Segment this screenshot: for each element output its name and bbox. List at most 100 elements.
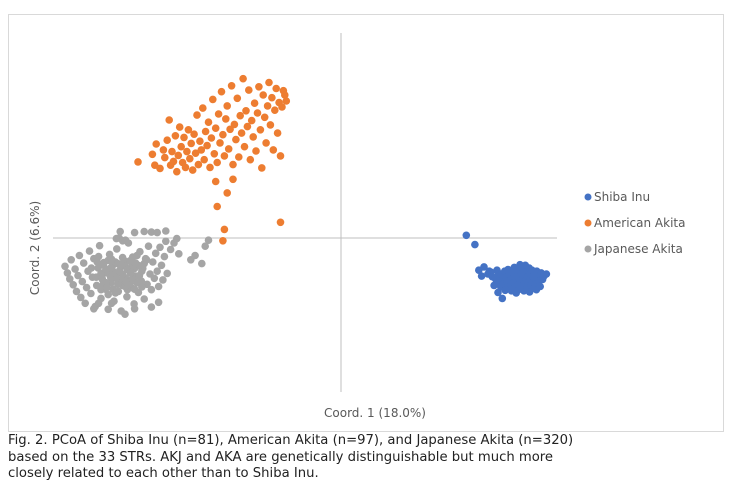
- point-american-akita: [263, 102, 272, 110]
- point-american-akita: [253, 109, 262, 117]
- legend-label-japanese-akita: Japanese Akita: [593, 242, 683, 256]
- point-japanese-akita: [93, 258, 101, 266]
- point-japanese-akita: [95, 241, 104, 250]
- point-american-akita: [276, 218, 285, 227]
- point-japanese-akita: [92, 273, 100, 282]
- point-american-akita: [169, 157, 178, 166]
- point-american-akita: [161, 153, 169, 162]
- point-american-akita: [276, 152, 285, 160]
- point-japanese-akita: [81, 299, 89, 308]
- point-japanese-akita: [67, 256, 75, 264]
- point-japanese-akita: [97, 285, 105, 294]
- point-japanese-akita: [122, 278, 130, 286]
- point-japanese-akita: [103, 283, 111, 292]
- axes: [53, 33, 557, 392]
- caption-line-2: based on the 33 STRs. AKJ and AKA are ge…: [8, 449, 554, 465]
- point-shiba-inu: [490, 281, 498, 290]
- point-american-akita: [243, 122, 252, 131]
- legend-marker-american-akita: [584, 219, 592, 227]
- point-american-akita: [242, 107, 250, 115]
- point-japanese-akita: [104, 290, 112, 299]
- point-japanese-akita: [166, 245, 175, 254]
- point-japanese-akita: [82, 283, 91, 292]
- point-japanese-akita: [79, 259, 88, 267]
- point-american-akita: [174, 151, 183, 160]
- point-japanese-akita: [163, 269, 171, 278]
- point-japanese-akita: [78, 277, 87, 286]
- point-japanese-akita: [61, 262, 69, 271]
- point-american-akita: [197, 146, 206, 154]
- point-japanese-akita: [140, 295, 148, 303]
- point-japanese-akita: [147, 228, 156, 236]
- point-japanese-akita: [90, 305, 98, 313]
- point-shiba-inu: [498, 294, 507, 303]
- point-japanese-akita: [85, 247, 94, 255]
- legend-item-japanese-akita: Japanese Akita: [584, 242, 683, 256]
- point-american-akita: [187, 139, 195, 148]
- point-japanese-akita: [107, 299, 116, 308]
- point-american-akita: [194, 160, 203, 169]
- chart-area: Coord. 1 (18.0%) Coord. 2 (6.6%) Shiba I…: [8, 14, 724, 432]
- point-american-akita: [213, 158, 221, 167]
- point-american-akita: [236, 111, 244, 120]
- point-japanese-akita: [98, 274, 106, 283]
- point-american-akita: [249, 133, 257, 141]
- point-japanese-akita: [153, 228, 161, 237]
- legend-marker-shiba-inu: [584, 193, 592, 201]
- point-american-akita: [211, 177, 220, 186]
- point-japanese-akita: [162, 237, 170, 246]
- point-american-akita: [230, 120, 239, 129]
- point-japanese-akita: [138, 283, 146, 291]
- point-american-akita: [219, 130, 227, 139]
- point-japanese-akita: [107, 255, 116, 264]
- point-japanese-akita: [116, 269, 124, 277]
- point-american-akita: [165, 116, 173, 124]
- point-japanese-akita: [133, 251, 141, 260]
- point-american-akita: [240, 142, 249, 151]
- point-american-akita: [175, 123, 184, 131]
- point-japanese-akita: [111, 289, 120, 297]
- point-american-akita: [219, 237, 227, 245]
- point-japanese-akita: [130, 305, 139, 313]
- point-american-akita: [207, 134, 216, 142]
- point-american-akita: [256, 126, 265, 134]
- point-japanese-akita: [121, 236, 130, 244]
- point-american-akita: [239, 74, 247, 83]
- point-japanese-akita: [156, 243, 164, 252]
- point-american-akita: [273, 129, 282, 137]
- point-american-akita: [217, 87, 226, 96]
- caption-line-3: closely related to each other than to Sh…: [8, 466, 319, 481]
- legend-item-shiba-inu: Shiba Inu: [584, 190, 650, 204]
- caption-line-1: Fig. 2. PCoA of Shiba Inu (n=81), Americ…: [8, 433, 574, 448]
- point-american-akita: [190, 130, 198, 138]
- point-japanese-akita: [130, 228, 139, 237]
- point-american-akita: [193, 111, 201, 119]
- point-japanese-akita: [147, 285, 156, 294]
- point-japanese-akita: [113, 245, 121, 253]
- point-shiba-inu: [462, 231, 471, 240]
- point-american-akita: [183, 147, 191, 156]
- legend-label-american-akita: American Akita: [594, 216, 685, 230]
- point-japanese-akita: [160, 252, 169, 261]
- point-american-akita: [184, 126, 193, 134]
- point-american-akita: [180, 133, 188, 142]
- point-japanese-akita: [142, 256, 151, 264]
- point-japanese-akita: [140, 227, 148, 236]
- point-japanese-akita: [154, 282, 163, 291]
- point-american-akita: [203, 141, 211, 150]
- point-american-akita: [216, 139, 224, 147]
- point-american-akita: [222, 115, 230, 123]
- point-japanese-akita: [131, 259, 140, 267]
- point-american-akita: [226, 125, 234, 134]
- point-japanese-akita: [147, 303, 156, 311]
- point-american-akita: [229, 175, 237, 184]
- pcoa-scatter-plot: Coord. 1 (18.0%) Coord. 2 (6.6%) Shiba I…: [28, 33, 685, 420]
- point-japanese-akita: [63, 269, 72, 277]
- point-japanese-akita: [112, 274, 121, 283]
- point-japanese-akita: [198, 259, 206, 268]
- point-japanese-akita: [106, 264, 115, 272]
- point-japanese-akita: [149, 258, 157, 266]
- point-japanese-akita: [99, 260, 108, 269]
- point-american-akita: [191, 149, 200, 157]
- point-american-akita: [210, 150, 219, 158]
